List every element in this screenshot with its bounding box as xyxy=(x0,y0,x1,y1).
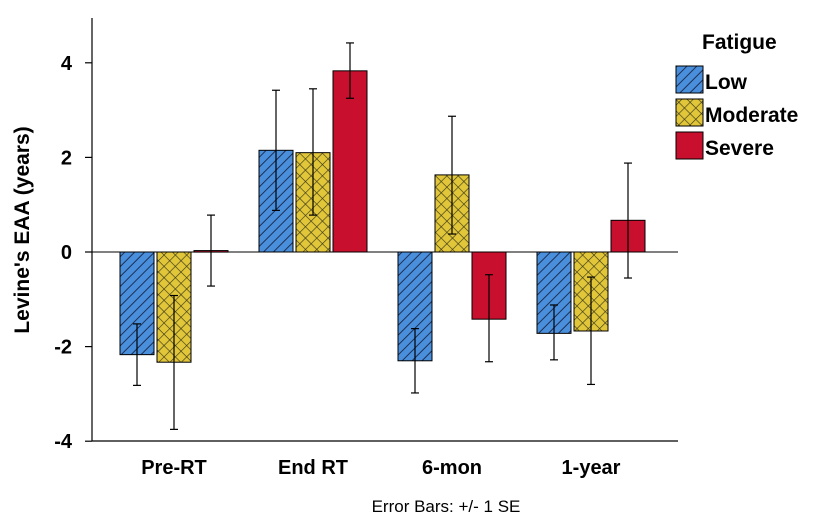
x-category-label: 6-mon xyxy=(422,457,482,479)
legend-label-low: Low xyxy=(705,71,748,94)
x-category-label: End RT xyxy=(278,457,348,479)
error-bars xyxy=(133,42,632,430)
x-labels: Pre-RT End RT 6-mon 1-year xyxy=(141,457,620,479)
y-axis-title: Levine's EAA (years) xyxy=(11,126,34,333)
y-ticks: -4 -2 0 2 4 xyxy=(54,53,92,453)
y-tick-label: -4 xyxy=(54,431,73,453)
footnote: Error Bars: +/- 1 SE xyxy=(372,497,521,516)
y-tick-label: -2 xyxy=(54,337,72,359)
legend-swatch-low xyxy=(675,65,704,94)
bar-severe-end-rt xyxy=(332,70,368,253)
legend: Fatigue Low Moderate Severe xyxy=(675,31,798,160)
legend-swatch-severe xyxy=(675,131,704,160)
y-tick-label: 4 xyxy=(61,53,73,75)
bars xyxy=(119,70,646,363)
legend-swatch-moderate xyxy=(675,98,704,127)
x-category-label: Pre-RT xyxy=(141,457,207,479)
x-category-label: 1-year xyxy=(562,457,621,479)
legend-label-moderate: Moderate xyxy=(705,104,798,127)
legend-title: Fatigue xyxy=(702,31,777,54)
y-tick-label: 2 xyxy=(61,147,72,169)
legend-label-severe: Severe xyxy=(705,137,774,160)
axes xyxy=(91,18,678,442)
y-tick-label: 0 xyxy=(61,242,72,264)
